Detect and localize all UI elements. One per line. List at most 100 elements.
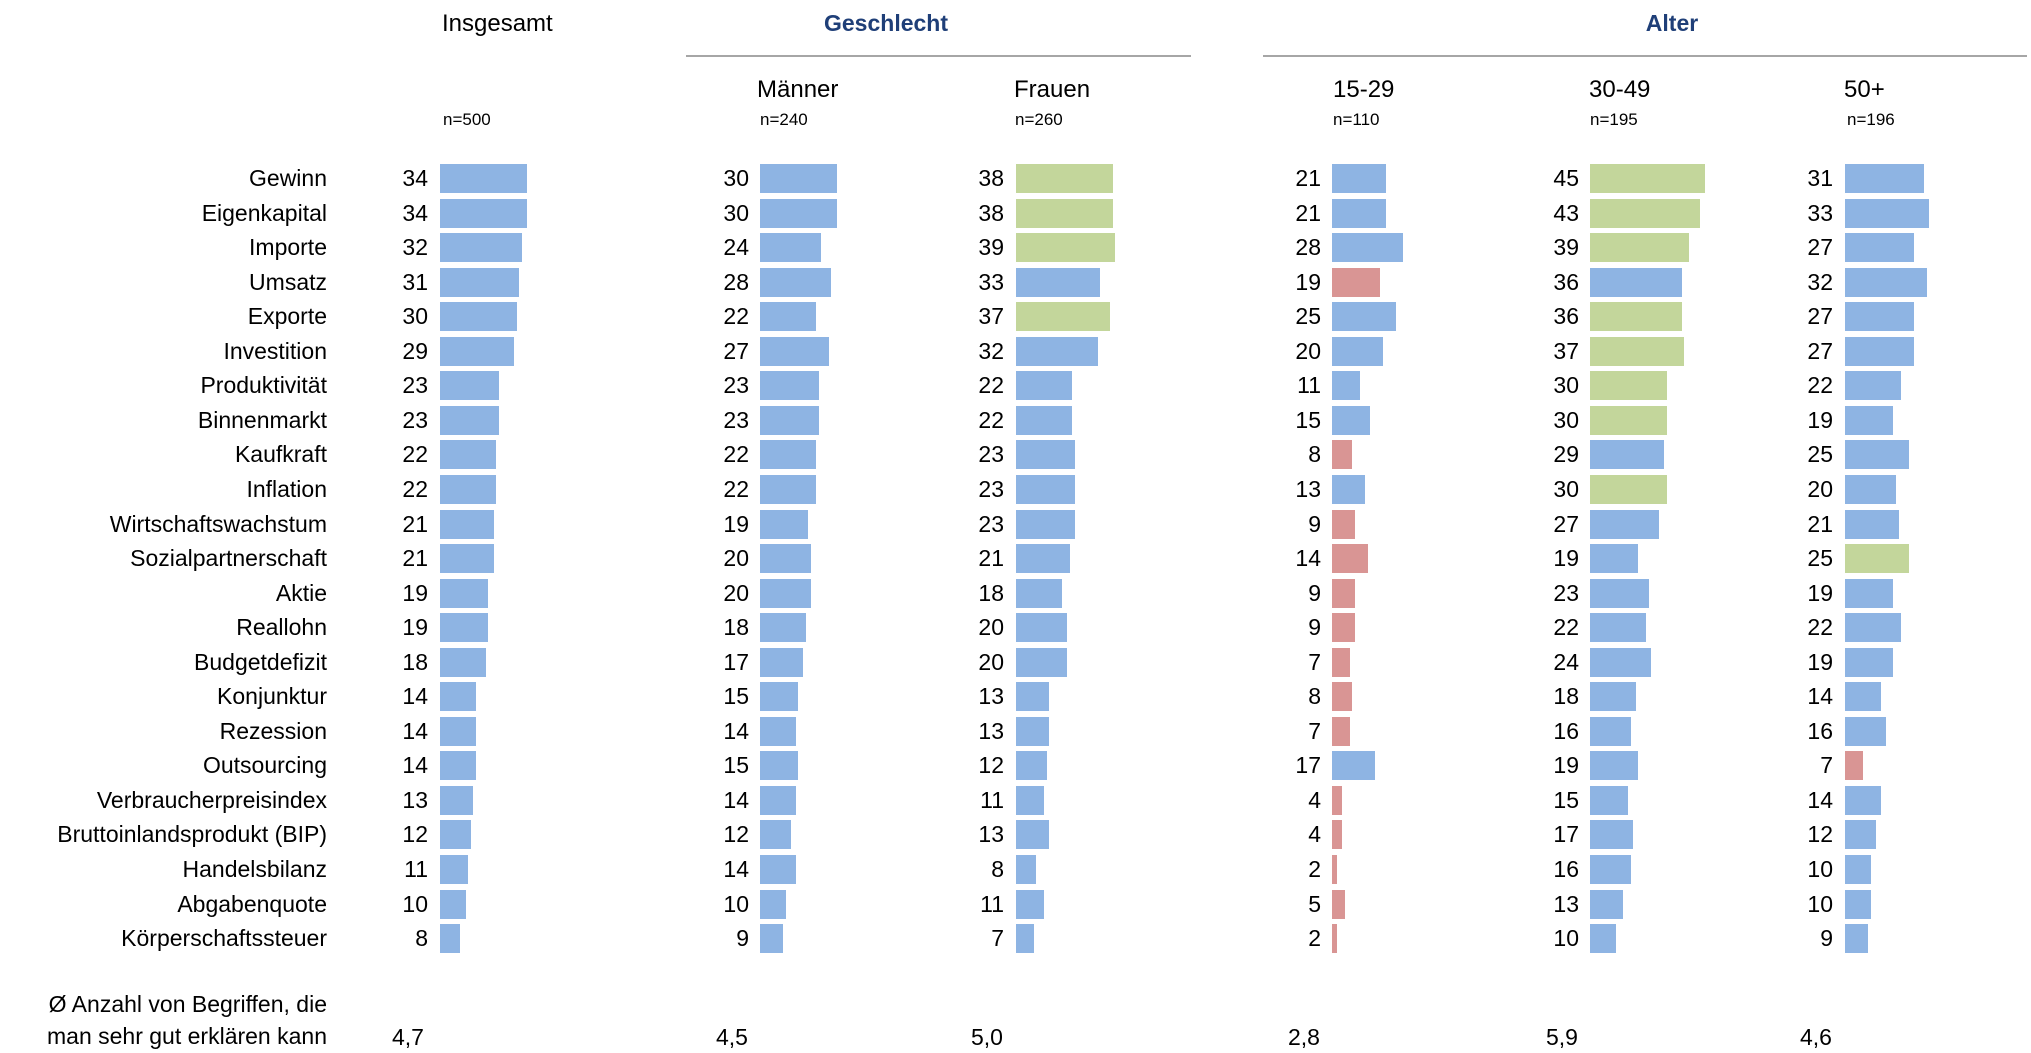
bar [760,578,811,608]
bar-value-label: 16 [1553,717,1579,744]
bar [1590,267,1682,297]
bar-value-label: 25 [1295,303,1321,330]
bar-value-label: 21 [1295,199,1321,226]
bar [1845,440,1909,470]
bar [440,647,486,677]
bar [1590,647,1652,677]
bar [1845,267,1927,297]
bar [1332,267,1381,297]
bar [440,371,499,401]
bar [1845,889,1871,919]
bar [760,474,817,504]
bar-value-label: 22 [723,441,749,468]
sample-size-label: n=500 [443,110,491,129]
bar-value-label: 22 [402,475,428,502]
bar [1590,371,1667,401]
group-title-2: Alter [1645,10,1699,36]
bar [1590,889,1624,919]
bar-value-label: 10 [723,890,749,917]
category-label: Budgetdefizit [194,648,327,675]
bar [1332,164,1386,193]
bar [760,889,786,919]
bar [1016,440,1075,470]
bar [440,440,497,470]
bar [1845,164,1925,193]
average-value: 4,6 [1800,1024,1832,1050]
bar-value-label: 2 [1308,925,1321,952]
bar [760,924,783,954]
bar-value-label: 11 [980,786,1004,813]
bar-value-label: 18 [402,648,428,675]
bar-value-label: 9 [1308,579,1321,606]
category-label: Handelsbilanz [182,856,327,882]
category-label: Wirtschaftswachstum [109,510,327,537]
bar [1845,613,1902,643]
bar [1016,820,1050,850]
bar-value-label: 13 [402,786,428,813]
bar-value-label: 21 [1295,165,1321,191]
bar [440,889,466,919]
bar-value-label: 17 [1553,821,1579,848]
category-label: Rezession [219,717,327,744]
bar-value-label: 23 [402,372,428,399]
bar [1016,716,1050,746]
bar-value-label: 19 [1807,579,1833,606]
bar [760,440,817,470]
bar-value-label: 18 [1553,683,1579,710]
bar [440,924,461,954]
bar-value-label: 33 [1807,199,1833,226]
category-label: Outsourcing [202,752,327,779]
bar-value-label: 4 [1308,821,1321,848]
bar-value-label: 29 [402,337,428,364]
bar [760,198,837,228]
bar [1332,198,1386,228]
bar-value-label: 21 [402,545,428,572]
bar [1332,233,1404,263]
bar-value-label: 17 [723,648,749,675]
bar-value-label: 8 [1308,441,1321,468]
bar-value-label: 8 [1308,683,1321,710]
bar [440,474,497,504]
bar-value-label: 20 [723,545,749,572]
bar [1845,509,1899,539]
bar [760,544,811,574]
bar-value-label: 7 [991,925,1004,952]
bar [1016,267,1101,297]
bar-value-label: 13 [1553,890,1579,917]
average-value: 4,5 [716,1024,748,1050]
bar-value-label: 37 [1553,337,1579,364]
bar-value-label: 10 [402,890,428,917]
bar-value-label: 23 [723,372,749,399]
column-title: Männer [757,76,839,103]
bar [1590,682,1636,712]
category-label: Exporte [247,303,327,330]
bar [1590,544,1639,574]
group-rule-1 [1263,55,2027,57]
category-label: Kaufkraft [234,441,327,468]
bar-value-label: 13 [978,821,1004,848]
category-label: Reallohn [236,614,327,641]
bar-value-label: 22 [1807,614,1833,641]
bar [1016,544,1070,574]
bar-value-label: 15 [1553,786,1579,813]
bar-value-label: 8 [415,925,428,952]
bar [1845,855,1871,884]
bar [760,785,796,815]
bar-value-label: 23 [1553,579,1579,606]
bar [440,509,494,539]
bar-value-label: 27 [1807,234,1833,261]
bar-value-label: 27 [1553,510,1579,537]
bar-value-label: 12 [402,821,428,848]
bar-value-label: 18 [978,579,1004,606]
bar-value-label: 45 [1553,165,1579,191]
bar-value-label: 21 [402,510,428,537]
bar-value-label: 4 [1308,786,1321,813]
bar [1845,578,1894,608]
column-title: Insgesamt [442,10,553,37]
bar-value-label: 21 [1807,510,1833,537]
bar [1590,164,1705,193]
bar-value-label: 39 [978,234,1004,261]
category-label: Importe [249,234,327,261]
bar-value-label: 15 [1295,406,1321,433]
bar-value-label: 14 [723,856,749,882]
